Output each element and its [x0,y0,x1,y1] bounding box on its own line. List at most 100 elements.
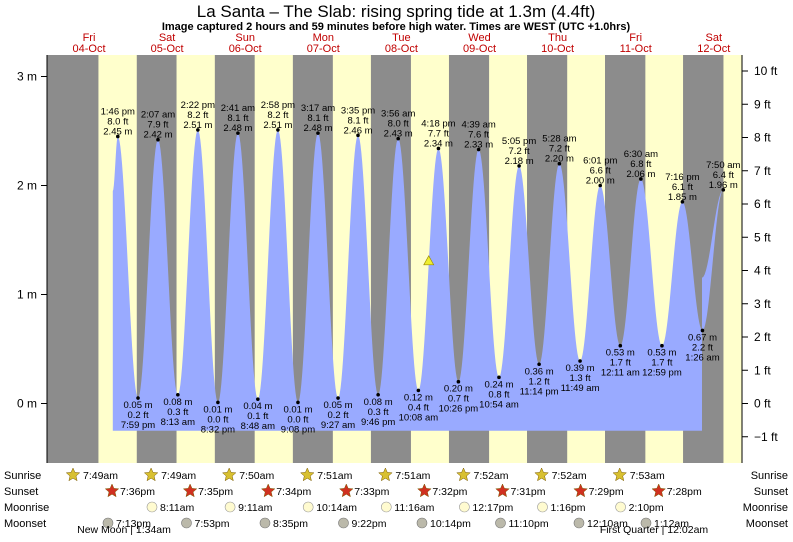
sunset-icon [417,483,432,498]
high-tide-point [721,188,726,192]
moonrise-icon [615,501,626,513]
low-tide-point [416,388,421,393]
high-tide-point [156,137,160,142]
high-tide-time: 2:41 am [221,103,255,114]
right-axis-tick-label: 9 ft [754,97,771,111]
high-tide-time: 1:46 pm [101,106,135,117]
low-tide-time: 11:49 am [561,383,600,394]
moonrise-time: 12:17pm [472,502,513,514]
sunrise-icon [221,467,237,482]
low-tide-metres: 0.05 m [124,400,153,411]
low-tide-time: 9:27 am [321,420,355,431]
low-tide-time: 8:48 am [241,421,275,432]
moonrise-icon [146,501,158,513]
moonrise-time: 11:16am [394,502,434,514]
low-tide-time: 9:46 pm [361,417,395,428]
daylight-band [723,55,742,463]
chart-subtitle: Image captured 2 hours and 59 minutes be… [162,21,631,33]
right-axis-tick-label: 5 ft [754,230,771,244]
high-tide-metres: 1.96 m [709,180,738,191]
high-tide-point [356,133,360,138]
axes: 0 m 1 m 2 m 3 m −1 ft 0 ft 1 ft 2 ft 3 ft 4 ft 5 f… [17,55,778,463]
high-tide-feet: 7.6 ft [468,130,489,141]
sunrise-time: 7:49am [83,470,118,482]
moonset-icon [495,517,506,529]
day-date-label: 12-Oct [697,43,730,55]
high-tide-metres: 2.34 m [424,138,453,149]
low-tide-point [136,396,140,400]
moonset-icon [640,517,652,529]
moonset-time: 7:13pm [116,518,151,530]
right-axis-tick-label: 2 ft [754,330,771,344]
low-tide-time: 11:14 pm [520,386,559,397]
low-tide-feet: 0.3 ft [368,407,389,418]
low-tide-point [660,343,664,348]
high-tide-metres: 2.20 m [545,154,574,165]
high-tide-point [115,134,120,139]
high-tide-time: 2:07 am [141,110,175,121]
moonset-icon [181,517,192,529]
moonset-icon [259,517,271,529]
sunset-icon [651,483,667,498]
high-tide-metres: 2.48 m [223,123,252,134]
low-tide-feet: 2.2 ft [692,342,713,353]
high-tide-feet: 8.1 ft [227,113,248,124]
high-tide-time: 3:56 am [381,109,415,120]
day-of-week-label: Sun [235,32,255,44]
right-axis-tick-label: 1 ft [754,363,771,377]
high-tide-time: 2:58 pm [261,100,295,111]
moonset-time: 12:10am [587,518,628,530]
high-tide-metres: 2.42 m [143,130,172,141]
high-tide-point [236,131,240,135]
row-label-left: Sunrise [4,470,41,482]
sunrise-icon [456,467,471,482]
low-tide-point [216,400,220,405]
high-tide-point [196,128,200,132]
high-tide-metres: 2.45 m [103,126,132,137]
low-tide-metres: 0.08 m [163,397,192,408]
high-tide-time: 7:50 am [706,160,740,171]
low-tide-point [256,397,260,401]
sunrise-time: 7:52am [474,470,509,482]
sunset-time: 7:36pm [120,486,155,498]
sunset-icon [260,483,276,498]
low-tide-metres: 0.39 m [566,363,595,374]
high-tide-feet: 7.2 ft [509,146,530,157]
low-tide-feet: 1.3 ft [569,373,590,384]
high-tide-time: 4:39 am [461,120,495,131]
high-tide-time: 4:18 pm [421,118,455,129]
moonrise-time: 2:10pm [629,502,664,514]
sunset-icon [182,483,198,498]
right-axis-tick-label: 8 ft [754,131,771,145]
row-label-right: Sunset [754,486,788,498]
low-tide-time: 10:26 pm [439,404,479,415]
sunrise-time: 7:52am [552,470,587,482]
day-date-label: 06-Oct [229,43,262,55]
sunset-time: 7:28pm [667,486,702,498]
day-of-week-label: Mon [313,32,334,44]
moonset-time: 1:12am [654,518,689,530]
tide-labels: 1:46 pm8.0 ft2.45 m0.05 m0.2 ft7:59 pm2:… [101,100,741,436]
high-tide-metres: 2.48 m [303,123,332,134]
sunrise-time: 7:51am [395,470,430,482]
row-label-left: Moonset [4,518,46,530]
chart-title: La Santa – The Slab: rising spring tide … [197,2,595,21]
low-tide-metres: 0.12 m [404,392,433,403]
high-tide-feet: 8.2 ft [187,110,208,121]
high-tide-point [276,128,280,132]
high-tide-feet: 6.1 ft [672,182,693,193]
high-tide-feet: 8.1 ft [347,115,368,126]
high-tide-point [436,146,441,151]
sunset-icon [104,483,120,498]
moon-phase-first-quarter: First Quarter | 12:02am [600,524,709,536]
high-tide-point [396,136,400,141]
day-date-label: 10-Oct [541,43,574,55]
right-axis-tick-label: 6 ft [754,197,771,211]
left-axis-tick-label: 0 m [17,397,37,411]
sunset-icon [495,483,510,498]
day-of-week-label: Thu [548,32,567,44]
low-tide-metres: 0.24 m [484,379,513,390]
high-tide-metres: 2.33 m [464,140,493,151]
low-tide-metres: 0.05 m [324,400,353,411]
